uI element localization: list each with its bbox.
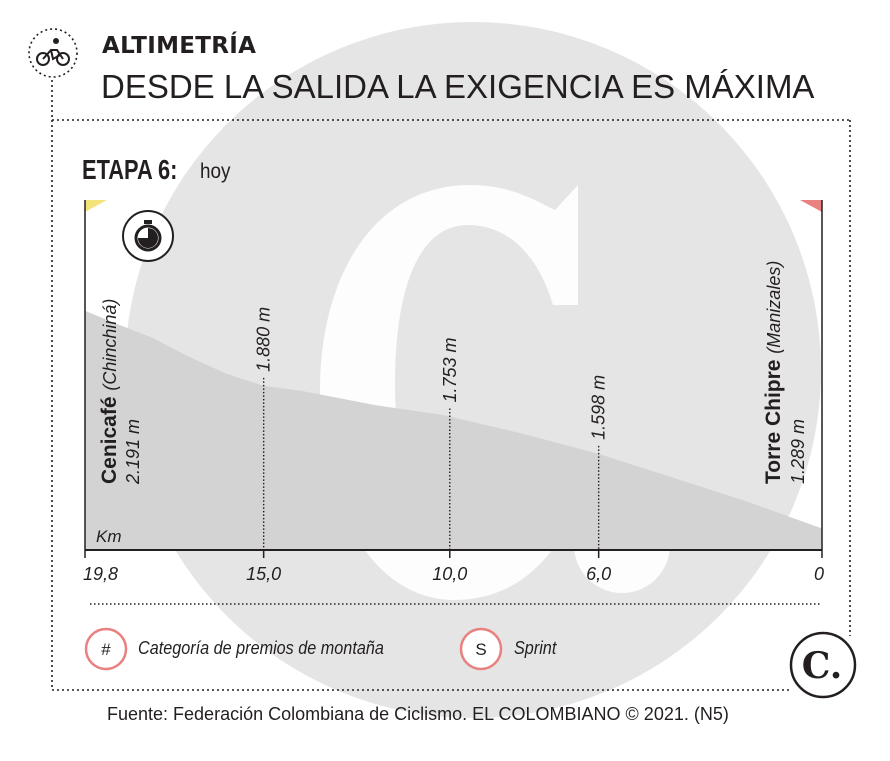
finish-name-label: Cenicafé (Chinchiná) <box>98 299 121 484</box>
stopwatch-icon <box>122 210 174 262</box>
start-elevation-label: 1.289 m <box>788 419 808 484</box>
finish-name: Cenicafé <box>98 391 121 484</box>
finish-flag <box>85 200 107 212</box>
sprint-symbol: S <box>475 640 486 659</box>
stage-subtitle: hoy <box>200 160 231 183</box>
stage-title: ETAPA 6: <box>82 154 178 185</box>
mountain-legend-label: Categoría de premios de montaña <box>138 638 384 658</box>
logo-letter: C. <box>802 645 843 687</box>
source-note: Fuente: Federación Colombiana de Ciclism… <box>107 704 729 724</box>
sprint-legend-label: Sprint <box>514 638 557 658</box>
marker-elevation-label: 1.753 m <box>440 337 460 402</box>
start-place: (Manizales) <box>764 261 784 354</box>
elevation-profile-area <box>85 310 822 550</box>
mountain-symbol: # <box>101 640 111 659</box>
x-tick-label: 19,8 <box>83 564 118 584</box>
x-axis-label: Km <box>96 527 122 546</box>
start-name: Torre Chipre <box>762 354 785 484</box>
marker-elevation-label: 1.880 m <box>254 307 274 372</box>
finish-elevation-label: 2.191 m <box>123 419 143 485</box>
el-colombiano-logo: C. <box>789 631 857 699</box>
kicker-title: ALTIMETRÍA <box>102 33 257 59</box>
headline: DESDE LA SALIDA LA EXIGENCIA ES MÁXIMA <box>101 68 815 105</box>
cyclist-icon <box>28 28 78 78</box>
start-name-label: Torre Chipre (Manizales) <box>762 261 785 484</box>
mountain-category-icon: # <box>84 627 128 671</box>
start-flag <box>800 200 822 212</box>
x-tick-label: 10,0 <box>432 564 467 584</box>
x-tick-label: 6,0 <box>586 564 611 584</box>
x-tick-label: 15,0 <box>246 564 281 584</box>
sprint-icon: S <box>459 627 503 671</box>
finish-place: (Chinchiná) <box>100 299 120 391</box>
marker-elevation-label: 1.598 m <box>589 375 609 440</box>
x-tick-label: 0 <box>814 564 824 584</box>
